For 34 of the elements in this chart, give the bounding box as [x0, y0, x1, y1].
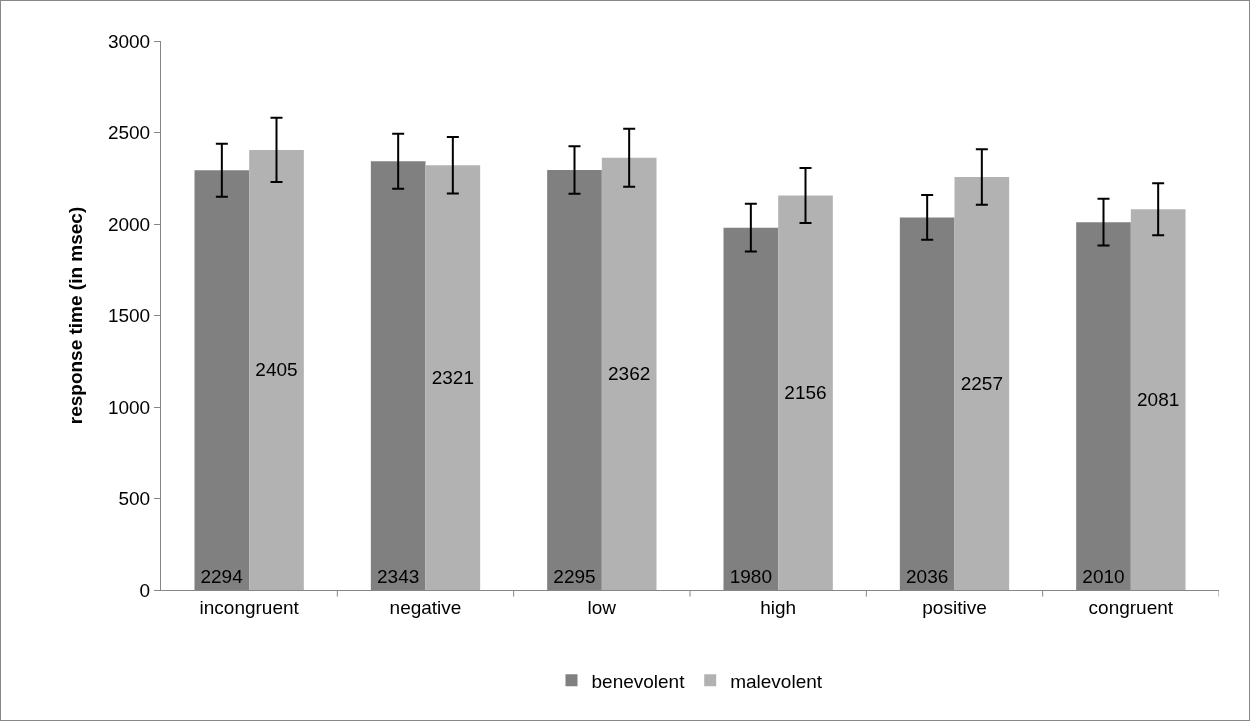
- y-tick-label: 1500: [107, 305, 151, 327]
- y-tick-label: 500: [118, 488, 151, 510]
- data-label: 2081: [1137, 389, 1180, 411]
- data-label: 2156: [784, 382, 827, 404]
- data-label: 1980: [729, 566, 772, 587]
- bar: [601, 157, 657, 590]
- x-tick-label: negative: [389, 596, 462, 618]
- x-tick-label: high: [760, 596, 797, 618]
- x-tick-label: low: [587, 596, 617, 618]
- bar: [425, 165, 481, 590]
- x-tick-label: incongruent: [199, 596, 300, 618]
- legend-label: malevolent: [730, 670, 823, 692]
- data-label: 2295: [553, 566, 596, 587]
- y-tick-label: 3000: [107, 30, 151, 52]
- data-label: 2343: [377, 566, 420, 587]
- y-axis-title: response time (in msec): [64, 206, 86, 425]
- x-tick-label: positive: [922, 596, 987, 618]
- bar: [778, 195, 833, 590]
- data-label: 2294: [200, 566, 244, 587]
- legend-label: benevolent: [591, 670, 686, 692]
- y-tick-label: 2500: [107, 122, 151, 144]
- y-tick-label: 2000: [107, 213, 151, 235]
- bar: [1130, 209, 1186, 590]
- bar: [249, 149, 304, 590]
- data-label: 2036: [906, 566, 949, 587]
- data-label: 2362: [608, 363, 651, 385]
- bar: [954, 176, 1010, 590]
- data-label: 2257: [960, 372, 1003, 394]
- y-tick-label: 1000: [107, 396, 151, 418]
- y-tick-label: 0: [139, 579, 151, 601]
- data-label: 2010: [1082, 566, 1125, 587]
- data-label: 2321: [431, 367, 474, 389]
- data-label: 2405: [255, 359, 298, 381]
- x-tick-label: congruent: [1088, 596, 1174, 618]
